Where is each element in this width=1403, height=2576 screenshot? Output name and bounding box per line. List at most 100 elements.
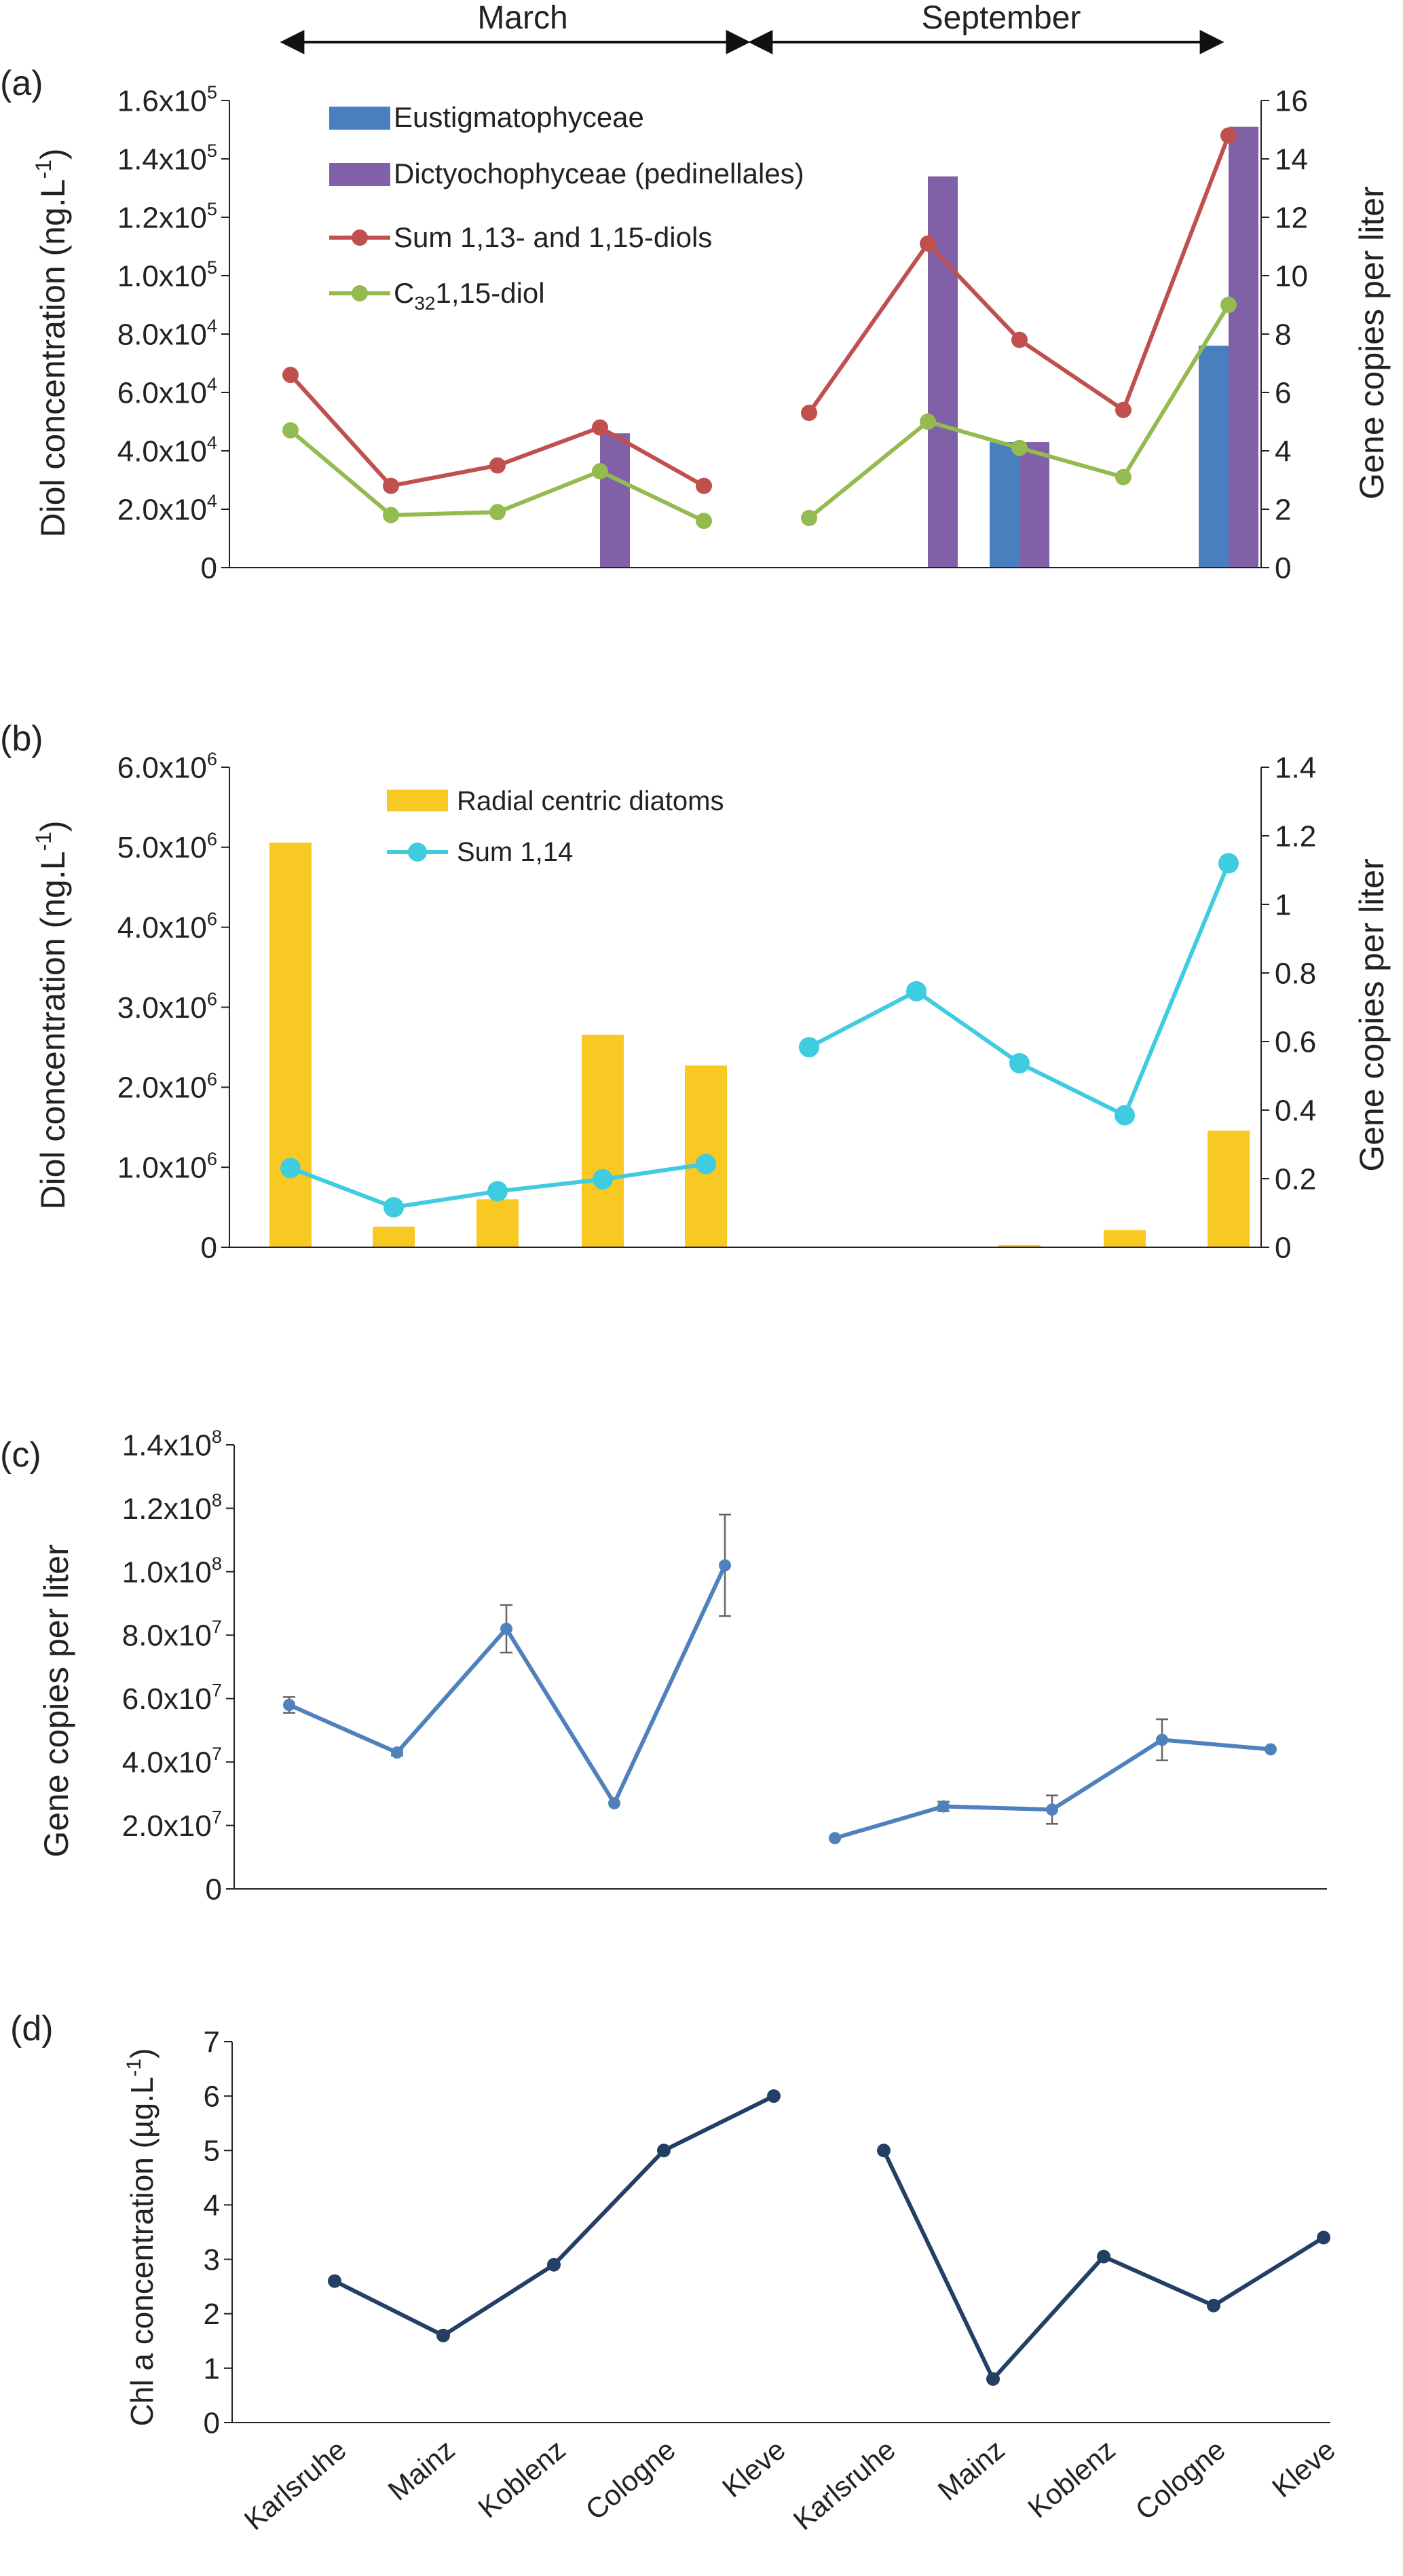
sum114-september-point-3: [1115, 1105, 1135, 1126]
y-tick-label-mantissa: 0: [206, 1873, 222, 1906]
y-tick-label-mantissa: 5: [204, 2135, 220, 2168]
y-tick-label-exponent: 6: [207, 988, 217, 1009]
sum114-september-point-1: [906, 980, 927, 1001]
y-tick-label-mantissa: 1.0x10: [122, 1556, 212, 1589]
y-tick-label-mantissa: 2.0x10: [117, 1071, 207, 1105]
y-tick-label-exponent: 6: [207, 908, 217, 930]
y-tick-label-right-0: 0: [1275, 551, 1291, 585]
y-tick-label-right-2: 4: [1275, 435, 1291, 468]
panel-b: (b) Diol concentration (ng.L-1) Gene cop…: [0, 719, 1391, 1264]
y-tick-label-left-6: 1.2x108: [122, 1489, 222, 1525]
y-tick-label-mantissa: 6.0x10: [117, 751, 207, 784]
c32-september-point-4: [1220, 297, 1237, 313]
bar-diatoms-2: [476, 1199, 519, 1247]
y-tick-label-left-2: 2.0x106: [117, 1068, 217, 1104]
sum1315-march-point-4: [696, 477, 712, 494]
sum1315-march-point-2: [489, 457, 506, 474]
gene-september-point-3: [1156, 1733, 1168, 1746]
panel-b-label: (b): [0, 719, 43, 758]
y-tick-label-left-0: 0: [201, 1231, 217, 1264]
y-tick-label-exponent: 5: [207, 140, 217, 161]
chla-september-point-3: [1207, 2298, 1220, 2313]
bar-diatoms-9: [1208, 1130, 1250, 1247]
y-tick-label-mantissa: 4: [204, 2189, 220, 2222]
y-tick-label-exponent: 6: [207, 748, 217, 769]
y-tick-label-mantissa: 1.6x10: [117, 84, 207, 117]
chla-september-point-2: [1097, 2249, 1110, 2264]
y-tick-label-right-6: 1.2: [1275, 820, 1316, 853]
bar-dictyo-9: [1229, 126, 1258, 568]
sum1315-march-point-3: [592, 419, 608, 436]
panel-a-legend: Eustigmatophyceae Dictyochophyceae (pedi…: [329, 101, 804, 314]
y-tick-label-mantissa: 1.2x10: [117, 201, 207, 234]
y-tick-label-left-0: 0: [206, 1873, 222, 1906]
y-tick-label-exponent: 6: [207, 1148, 217, 1169]
y-tick-label-mantissa: 6: [204, 2080, 220, 2114]
y-tick-label-mantissa: 4.0x10: [117, 435, 207, 468]
panel-c-lines: [283, 1513, 1277, 1845]
bar-diatoms-8: [1104, 1230, 1146, 1247]
bar-dictyo-3: [600, 433, 630, 568]
y-tick-label-mantissa: 1: [204, 2352, 220, 2385]
y-tick-label-exponent: 8: [212, 1426, 222, 1447]
sum114-march-point-4: [696, 1154, 716, 1175]
y-tick-label-mantissa: 1.0x10: [117, 1152, 207, 1185]
y-tick-label-left-1: 1.0x106: [117, 1148, 217, 1184]
y-tick-label-left-5: 1.0x105: [117, 257, 217, 293]
y-tick-label-exponent: 7: [212, 1806, 222, 1827]
y-tick-label-exponent: 4: [207, 315, 217, 336]
y-tick-label-exponent: 4: [207, 373, 217, 394]
panel-b-yticks-left: 01.0x1062.0x1063.0x1064.0x1065.0x1066.0x…: [117, 748, 230, 1264]
chla-march-point-1: [436, 2328, 450, 2342]
chla-march-point-0: [328, 2274, 341, 2288]
bar-diatoms-3: [582, 1034, 624, 1247]
panel-d: (d) Chl a concentration (µg.L-1) 0 1 2 3 4 5 6…: [10, 2009, 1341, 2536]
y-tick-label-exponent: 6: [207, 828, 217, 849]
bar-eustig-9: [1199, 346, 1229, 568]
panel-b-legend: Radial centric diatoms Sum 1,14: [387, 786, 724, 867]
y-tick-label-exponent: 7: [212, 1680, 222, 1701]
sum114-march-point-2: [487, 1181, 508, 1202]
y-tick-label-right-7: 14: [1275, 143, 1308, 176]
y-tick-label-left-3: 6.0x104: [117, 373, 217, 409]
chla-september-point-4: [1317, 2230, 1330, 2245]
legend-diatoms-swatch: [387, 790, 448, 811]
bar-diatoms-0: [269, 843, 312, 1247]
bar-dictyo-6: [928, 176, 958, 568]
panel-b-bars: [269, 843, 1250, 1247]
y-tick-label-left-2: 4.0x107: [122, 1743, 222, 1779]
y-tick-label-exponent: 6: [207, 1068, 217, 1089]
gene-september-point-1: [937, 1800, 950, 1813]
x-tick-label-5: Karlsruhe: [787, 2433, 901, 2537]
sum114-september-point-2: [1009, 1052, 1030, 1073]
sum1315-march-point-0: [282, 367, 299, 384]
y-tick-label-left-5: 1.0x108: [122, 1553, 222, 1589]
x-tick-label-7: Koblenz: [1022, 2433, 1121, 2524]
y-tick-label-left-4: 8.0x107: [122, 1616, 222, 1652]
y-tick-label-left-7: 1.4x105: [117, 140, 217, 176]
panel-d-ylabel: Chl a concentration (µg.L-1): [123, 2048, 160, 2427]
panel-c-label: (c): [0, 1435, 41, 1475]
y-tick-label-left-1: 2.0x104: [117, 490, 217, 526]
y-tick-label-right-3: 0.6: [1275, 1025, 1316, 1059]
y-tick-label-right-5: 1: [1275, 888, 1291, 921]
y-tick-label-mantissa: 2.0x10: [117, 493, 207, 526]
panel-a-label: (a): [0, 64, 43, 103]
legend-eustig-label: Eustigmatophyceae: [394, 101, 644, 133]
y-tick-label-left-3: 6.0x107: [122, 1680, 222, 1716]
c32-march-point-1: [383, 507, 399, 523]
x-tick-label-1: Mainz: [382, 2433, 461, 2507]
y-tick-label-mantissa: 4.0x10: [117, 911, 207, 944]
chla-september-point-0: [877, 2143, 891, 2158]
bar-diatoms-7: [998, 1245, 1041, 1247]
y-tick-label-right-8: 16: [1275, 84, 1308, 117]
x-tick-label-0: Karlsruhe: [238, 2433, 352, 2537]
legend-c32-marker: [352, 285, 368, 301]
c32-march-point-3: [592, 463, 608, 480]
legend-dictyo-swatch: [329, 163, 390, 186]
chla-september-line: [882, 2149, 1325, 2381]
y-tick-label-mantissa: 6.0x10: [117, 376, 207, 409]
legend-c32-label: C321,15-diol: [394, 277, 545, 314]
bar-eustig-7: [990, 442, 1019, 568]
y-tick-label-right-4: 8: [1275, 318, 1291, 351]
